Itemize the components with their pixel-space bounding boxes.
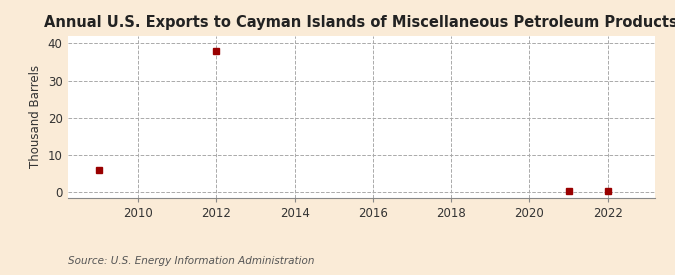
Text: Source: U.S. Energy Information Administration: Source: U.S. Energy Information Administ… [68,256,314,266]
Y-axis label: Thousand Barrels: Thousand Barrels [29,65,43,168]
Title: Annual U.S. Exports to Cayman Islands of Miscellaneous Petroleum Products: Annual U.S. Exports to Cayman Islands of… [45,15,675,31]
